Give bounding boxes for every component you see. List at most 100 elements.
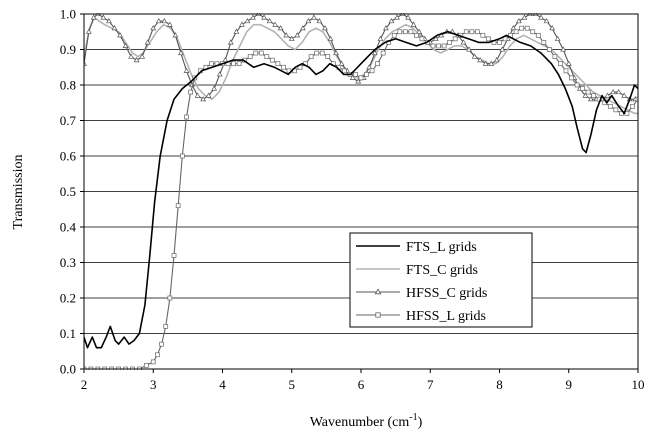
y-axis-label: Transmission (11, 155, 26, 230)
y-tick-label: 0.4 (60, 220, 77, 235)
legend-label-fts-l: FTS_L grids (406, 240, 477, 255)
data-point-hfss-c-grids (416, 28, 423, 34)
data-point-hfss-c-grids (139, 53, 146, 59)
data-point-hfss-l-grids (308, 54, 314, 59)
x-axis-label-main: Wavenumber (cm (310, 415, 410, 430)
data-point-hfss-c-grids (106, 17, 112, 24)
data-point-hfss-c-grids (327, 35, 334, 41)
data-point-hfss-l-grids (480, 32, 486, 38)
data-point-hfss-l-grids (613, 107, 619, 113)
data-point-hfss-l-grids (380, 50, 386, 56)
x-tick-label: 6 (358, 377, 365, 392)
data-point-hfss-c-grids (227, 39, 234, 45)
y-tick-label: 0.3 (60, 255, 76, 270)
data-point-hfss-l-grids (175, 203, 181, 209)
data-point-hfss-l-grids (607, 103, 613, 109)
data-point-hfss-c-grids (311, 14, 317, 20)
data-point-hfss-l-grids (558, 61, 563, 67)
data-point-hfss-l-grids (231, 61, 236, 67)
data-point-hfss-l-grids (552, 54, 558, 59)
data-point-hfss-c-grids (305, 17, 312, 24)
data-point-hfss-l-grids (159, 341, 164, 347)
data-point-hfss-l-grids (275, 61, 281, 67)
data-point-hfss-l-grids (163, 324, 169, 329)
data-point-hfss-l-grids (402, 29, 408, 35)
data-point-hfss-l-grids (463, 29, 469, 35)
data-point-hfss-c-grids (521, 14, 528, 20)
data-point-hfss-c-grids (128, 53, 134, 59)
data-point-hfss-c-grids (294, 32, 301, 38)
data-point-hfss-l-grids (342, 68, 347, 74)
data-point-hfss-c-grids (482, 60, 489, 66)
legend: FTS_L grids FTS_C grids HFSS_C grids HFS… (349, 232, 533, 328)
data-point-hfss-c-grids (610, 88, 616, 95)
x-tick-label: 10 (632, 377, 645, 392)
data-point-hfss-l-grids (171, 253, 177, 258)
data-point-hfss-l-grids (524, 25, 530, 31)
data-point-hfss-c-grids (238, 21, 245, 27)
data-point-hfss-c-grids (560, 46, 567, 52)
x-axis-ticks: 2 3 4 5 6 7 8 9 10 (81, 369, 645, 392)
legend-item-hfss-c: HFSS_C grids (356, 286, 487, 301)
data-point-hfss-l-grids (188, 89, 193, 95)
y-tick-label: 0.1 (60, 326, 76, 341)
data-point-hfss-l-grids (519, 25, 525, 31)
data-point-hfss-l-grids (541, 40, 547, 45)
data-point-hfss-l-grids (452, 36, 458, 42)
legend-label-fts-c: FTS_C grids (406, 263, 478, 278)
x-tick-label: 5 (289, 377, 296, 392)
data-point-hfss-c-grids (288, 35, 295, 41)
data-point-hfss-c-grids (432, 35, 439, 41)
data-point-hfss-c-grids (604, 92, 611, 98)
data-point-hfss-c-grids (388, 17, 395, 24)
data-point-hfss-c-grids (261, 14, 267, 20)
data-point-hfss-l-grids (184, 114, 189, 120)
data-point-hfss-l-grids (436, 43, 441, 49)
data-point-hfss-c-grids (211, 85, 218, 91)
data-point-hfss-l-grids (167, 295, 173, 301)
data-point-hfss-c-grids (488, 60, 495, 66)
data-point-hfss-l-grids (155, 352, 160, 358)
data-point-hfss-c-grids (166, 21, 173, 27)
y-tick-label: 0.9 (60, 42, 76, 57)
data-point-hfss-l-grids (569, 75, 574, 81)
data-point-hfss-l-grids (314, 50, 320, 56)
data-point-hfss-c-grids (299, 25, 306, 31)
data-point-hfss-l-grids (430, 43, 436, 49)
data-point-hfss-c-grids (244, 17, 251, 24)
data-point-hfss-c-grids (222, 57, 229, 63)
data-point-hfss-c-grids (582, 92, 589, 98)
x-tick-label: 7 (427, 377, 434, 392)
data-point-hfss-c-grids (277, 25, 284, 31)
y-tick-label: 0.2 (60, 291, 76, 306)
legend-label-hfss-c: HFSS_C grids (406, 286, 487, 301)
data-point-hfss-c-grids (233, 28, 240, 34)
data-point-hfss-c-grids (216, 71, 223, 77)
data-point-hfss-c-grids (194, 92, 201, 98)
y-tick-label: 1.0 (60, 7, 76, 22)
series-group (84, 13, 638, 370)
data-point-hfss-c-grids (84, 60, 87, 66)
data-point-hfss-l-grids (397, 29, 403, 35)
data-point-hfss-l-grids (547, 47, 552, 52)
x-tick-label: 8 (496, 377, 503, 392)
data-point-hfss-l-grids (563, 68, 569, 74)
legend-item-fts-l: FTS_L grids (356, 240, 477, 255)
data-point-hfss-c-grids (90, 14, 97, 20)
data-point-hfss-l-grids (585, 89, 591, 95)
data-point-hfss-l-grids (497, 40, 502, 45)
data-point-hfss-c-grids (366, 64, 373, 70)
data-point-hfss-c-grids (85, 28, 92, 34)
y-axis-ticks: 0.0 0.1 0.2 0.3 0.4 0.5 0.6 0.7 0.8 0.9 1.0 (60, 7, 84, 377)
data-point-hfss-l-grids (474, 29, 480, 35)
data-point-hfss-l-grids (358, 75, 364, 81)
data-point-hfss-l-grids (253, 50, 259, 56)
data-point-hfss-l-grids (270, 57, 275, 63)
data-point-hfss-c-grids (471, 53, 478, 59)
series-fts-c-grids (84, 16, 638, 115)
data-point-hfss-l-grids (179, 153, 185, 159)
data-point-hfss-l-grids (353, 71, 358, 77)
data-point-hfss-l-grids (447, 40, 452, 45)
data-point-hfss-l-grids (364, 71, 369, 77)
